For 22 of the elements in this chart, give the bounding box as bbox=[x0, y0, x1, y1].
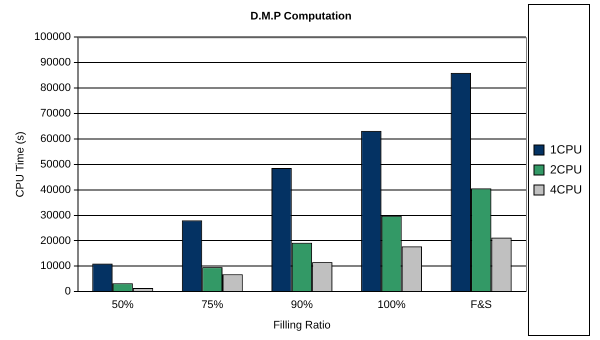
x-tick-label: 75% bbox=[201, 299, 224, 312]
x-tick-label: F&S bbox=[470, 299, 492, 312]
y-tick-label: 20000 bbox=[40, 234, 71, 247]
y-tick-label: 30000 bbox=[40, 209, 71, 222]
x-tick-label: 50% bbox=[112, 299, 134, 312]
x-tick-label: 100% bbox=[377, 299, 406, 312]
legend-label: 1CPU bbox=[550, 142, 582, 156]
y-tick-label: 90000 bbox=[40, 56, 71, 69]
y-tick-label: 40000 bbox=[40, 184, 71, 196]
legend-label: 2CPU bbox=[550, 162, 582, 176]
y-tick-label: 80000 bbox=[40, 82, 71, 94]
x-tick-label: 90% bbox=[290, 299, 314, 312]
legend-label: 4CPU bbox=[550, 182, 582, 196]
y-tick-label: 60000 bbox=[40, 132, 71, 145]
y-tick-label: 50000 bbox=[40, 158, 71, 170]
y-tick-label: 70000 bbox=[40, 108, 71, 120]
y-tick-label: 100000 bbox=[34, 31, 71, 44]
y-tick-label: 0 bbox=[64, 286, 71, 298]
x-axis-title: Filling Ratio bbox=[273, 319, 331, 332]
chart-title: D.M.P Computation bbox=[250, 10, 352, 23]
y-tick-label: 10000 bbox=[40, 260, 71, 272]
y-axis-title: CPU Time (s) bbox=[14, 131, 27, 198]
